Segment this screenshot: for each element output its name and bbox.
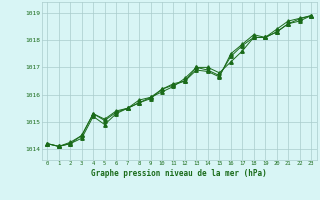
X-axis label: Graphe pression niveau de la mer (hPa): Graphe pression niveau de la mer (hPa) xyxy=(91,169,267,178)
